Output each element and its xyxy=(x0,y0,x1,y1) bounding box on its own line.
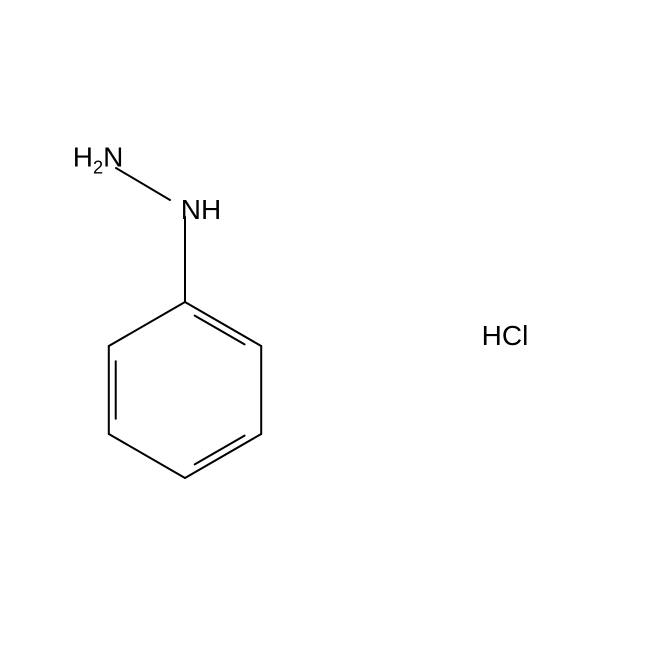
hcl-label: HCl xyxy=(482,320,529,352)
nh-label: NH xyxy=(181,194,221,226)
bond-svg xyxy=(0,0,650,650)
chemical-structure-canvas: NH H2N HCl xyxy=(0,0,650,650)
nh2-label: H2N xyxy=(73,142,124,179)
